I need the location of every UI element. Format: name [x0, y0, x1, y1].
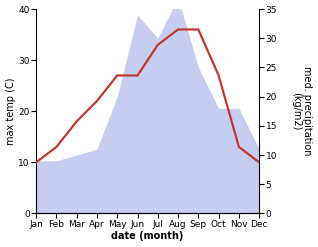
Y-axis label: max temp (C): max temp (C) — [5, 78, 16, 145]
Y-axis label: med. precipitation
(kg/m2): med. precipitation (kg/m2) — [291, 66, 313, 156]
X-axis label: date (month): date (month) — [111, 231, 184, 242]
